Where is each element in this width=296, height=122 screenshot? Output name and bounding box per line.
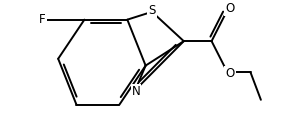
Text: N: N: [131, 85, 140, 98]
Text: O: O: [226, 67, 235, 80]
Text: O: O: [226, 2, 235, 15]
Text: S: S: [148, 4, 156, 17]
Text: F: F: [39, 13, 46, 26]
